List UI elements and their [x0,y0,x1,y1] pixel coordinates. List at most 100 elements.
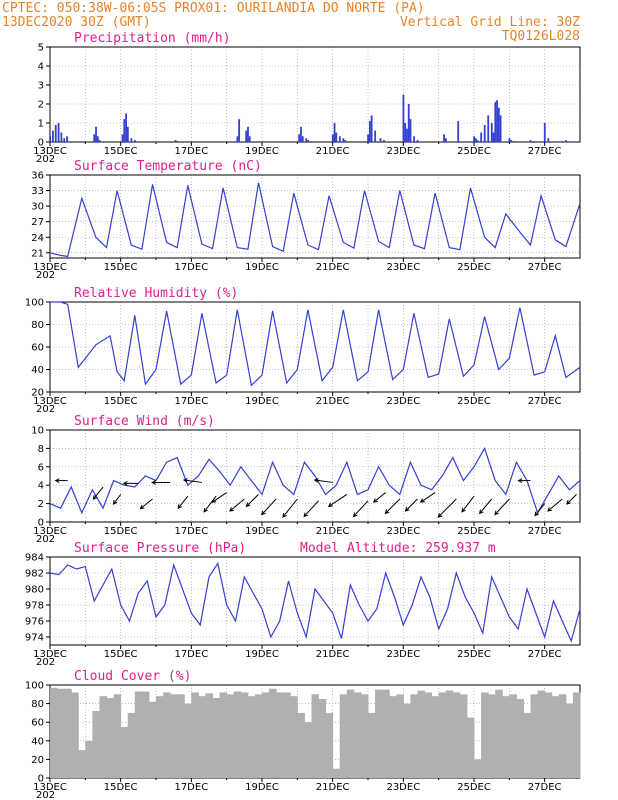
temperature-ytick-label: 36 [31,171,44,182]
wind-wind-arrow [461,495,475,513]
wind-ytick-label: 4 [38,481,44,492]
pressure-xtick-label: 21DEC [316,649,350,660]
cloud-cover-area-bar [106,698,115,778]
precipitation-ytick-label: 3 [38,81,44,92]
cloud-cover-xtick-label: 23DEC [386,782,420,793]
wind-wind-arrow [566,494,577,505]
precipitation-bar [368,121,371,142]
cloud-cover-area-bar [558,694,567,778]
precipitation-bar [248,136,251,142]
pressure-xtick-label: 15DEC [104,649,138,660]
cloud-cover-area-bar [474,759,482,778]
precipitation-bar [174,140,177,142]
temperature-ytick-label: 33 [31,186,44,197]
wind-xtick-label: 25DEC [457,526,491,537]
humidity-panel: 20 40 60 80 100 13DEC 15DEC 17DEC 19DEC 21DEC 23DE… [25,286,581,415]
precipitation-bar [95,126,97,142]
pressure-xtick-label: 19DEC [245,649,279,660]
precipitation-xtick-label: 27DEC [528,146,562,157]
cloud-cover-area-bar [502,696,510,778]
header-model: TQ0126L028 [502,29,580,44]
humidity-xtick-label: 17DEC [174,396,208,407]
wind-wind-arrowhead [437,513,443,518]
cloud-cover-area-bar [156,696,164,778]
precipitation-ytick-label: 5 [38,43,44,54]
cloud-cover-area-bar [127,712,136,778]
precipitation-bar [57,123,60,142]
pressure-title: Surface Pressure (hPa) [74,541,246,556]
precipitation-xtick-label: 15DEC [104,146,138,157]
precipitation-bar [406,128,408,142]
wind-wind-arrowhead [139,504,145,510]
precipitation-bar [497,107,500,142]
precipitation-bar [338,136,341,142]
precipitation-bar [404,123,407,142]
pressure-xtick-label: 17DEC [174,649,208,660]
cloud-cover-xtick-label: 19DEC [245,782,279,793]
wind-wind-arrowhead [92,495,98,500]
wind-wind-arrow [183,479,202,483]
pressure-ytick-label: 980 [25,585,44,596]
wind-wind-arrowhead [182,478,188,483]
pressure-xtick-label: 13DEC [33,649,67,660]
cloud-cover-ytick-label: 80 [31,699,44,710]
cloud-cover-xtick-label: 21DEC [316,782,350,793]
temperature-xtick-label: 13DEC [33,262,67,273]
precipitation-bar [125,113,127,142]
precipitation-ytick-label: 2 [38,100,44,111]
wind-wind-arrowhead [327,502,333,507]
wind-wind-arrow [405,498,418,512]
wind-wind-arrow [261,498,277,515]
cloud-cover-area-bar [184,703,192,778]
wind-wind-arrowhead [313,478,319,483]
precipitation-panel: 0 1 2 3 4 5 13DEC 15DEC 17DEC 19DEC 21DEC 23DEC 25DE… [33,31,581,165]
precipitation-bar [409,119,412,142]
precipitation-bar [416,140,419,142]
precipitation-bar [344,140,347,142]
precipitation-bar [492,132,495,142]
pressure-ytick-label: 982 [25,569,44,580]
wind-xtick-label: 27DEC [528,526,562,537]
precipitation-bar [383,140,385,142]
wind-panel: 0 2 4 6 8 10 13DEC 15DEC 17DEC 19DEC 21DEC 23DEC 25D… [31,414,581,545]
cloud-cover-xtick-label: 25DEC [457,782,491,793]
wind-xtick-label: 21DEC [316,526,350,537]
precipitation-bar [513,141,516,142]
wind-title: Surface Wind (m/s) [74,414,215,429]
cloud-cover-area-bar [141,691,150,778]
precipitation-bar [407,104,410,142]
cloud-cover-area-bar [290,696,298,778]
wind-xtick-label: 15DEC [104,526,138,537]
cloud-cover-area-bar [64,688,72,778]
precipitation-ytick-label: 4 [38,62,44,73]
precipitation-bar [123,119,126,142]
humidity-xtick-label: 21DEC [316,396,350,407]
wind-wind-arrow [534,503,546,516]
wind-wind-arrow [314,479,333,483]
cloud-cover-area-bar [318,698,327,778]
precipitation-bar [547,138,550,142]
cloud-cover-area-bar [368,712,376,778]
precipitation-bar [93,134,96,142]
cloud-cover-area-bar [537,690,546,778]
cloud-cover-xtick-label: 17DEC [174,782,208,793]
wind-wind-arrowhead [282,512,287,518]
panels-group: 0 1 2 3 4 5 13DEC 15DEC 17DEC 19DEC 21DEC 23DEC 25DE… [25,31,581,800]
humidity-xtick-label: 19DEC [245,396,279,407]
humidity-title: Relative Humidity (%) [74,286,238,301]
cloud-cover-area-bar [339,694,348,778]
pressure-ytick-label: 974 [25,633,44,644]
wind-wind-arrow [328,493,348,507]
precipitation-bar [60,132,63,142]
precipitation-bar [236,136,239,142]
cloud-cover-area-bar [120,726,129,778]
cloud-cover-area-bar [438,692,447,778]
cloud-cover-area-bar [254,694,263,778]
cloud-cover-area-bar [198,696,206,778]
cloud-cover-ytick-label: 60 [31,718,44,729]
temperature-xtick-label: 23DEC [386,262,420,273]
precipitation-bar [483,124,486,142]
wind-wind-arrowhead [478,509,484,515]
pressure-ytick-label: 978 [25,601,44,612]
precipitation-bar [457,121,460,142]
